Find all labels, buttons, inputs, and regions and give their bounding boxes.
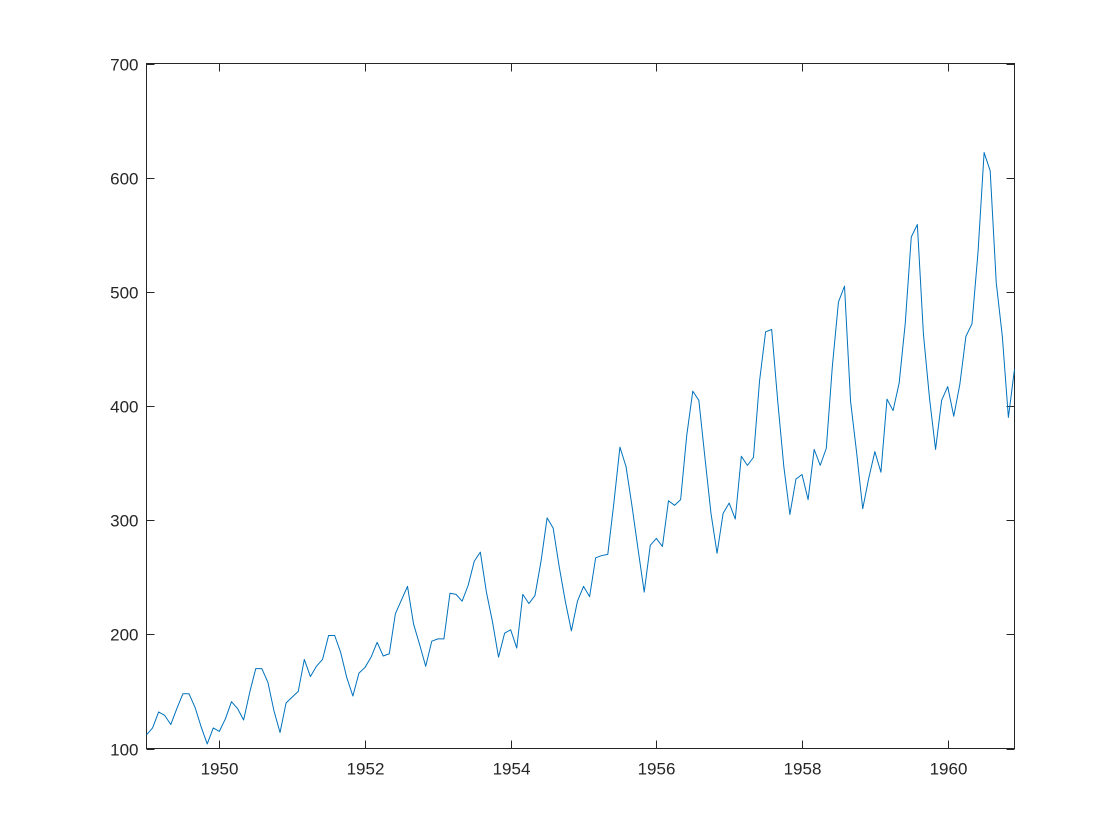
y-tick-label: 700 xyxy=(110,56,138,75)
y-tick-label: 600 xyxy=(110,170,138,189)
y-tick-label: 100 xyxy=(110,741,138,760)
y-axis-tick-labels: 100 200 300 400 500 600 700 xyxy=(110,56,138,760)
data-series-line xyxy=(146,152,1015,745)
x-tick-label: 1950 xyxy=(201,760,239,779)
axis-ticks xyxy=(146,63,1015,750)
x-axis-tick-labels: 1950 1952 1954 1956 1958 1960 xyxy=(201,760,968,779)
x-tick-label: 1958 xyxy=(784,760,822,779)
y-tick-label: 300 xyxy=(110,512,138,531)
x-tick-label: 1954 xyxy=(493,760,531,779)
y-tick-label: 400 xyxy=(110,398,138,417)
x-tick-label: 1952 xyxy=(347,760,385,779)
y-tick-label: 500 xyxy=(110,284,138,303)
axes-box xyxy=(146,63,1015,749)
x-tick-label: 1956 xyxy=(638,760,676,779)
x-tick-label: 1960 xyxy=(930,760,968,779)
y-tick-label: 200 xyxy=(110,626,138,645)
